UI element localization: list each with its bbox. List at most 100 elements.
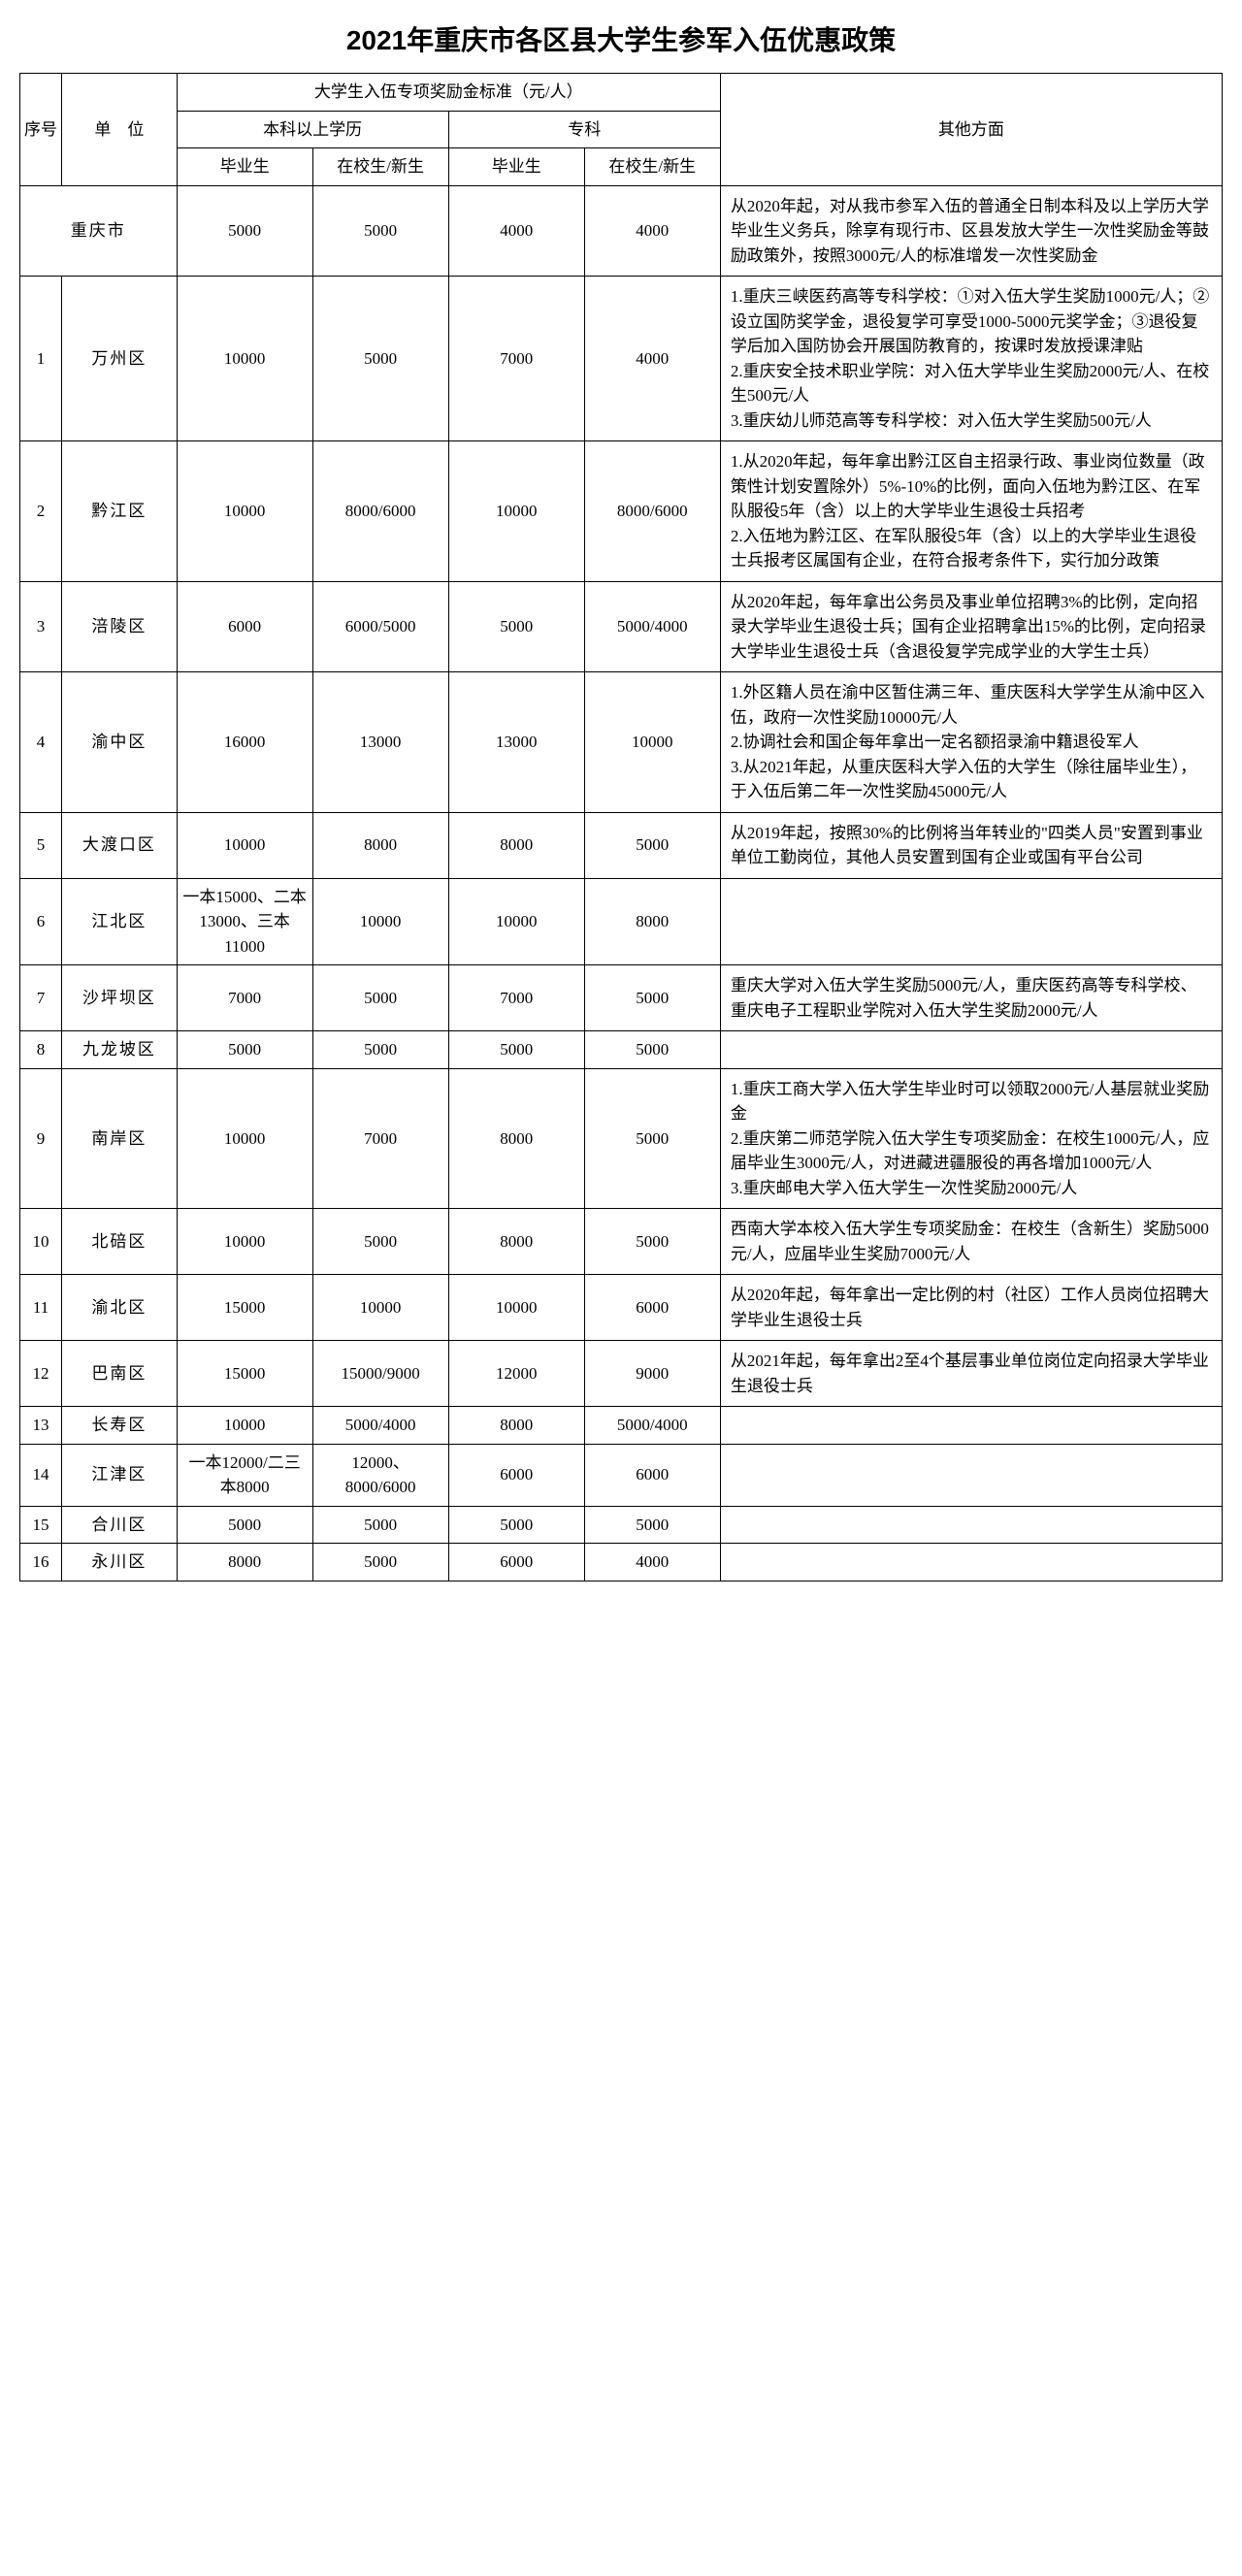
cell-seq: 12	[20, 1341, 62, 1407]
cell-other	[720, 1544, 1222, 1581]
cell-other: 从2019年起，按照30%的比例将当年转业的"四类人员"安置到事业单位工勤岗位，…	[720, 812, 1222, 878]
cell-value: 5000	[312, 1544, 448, 1581]
cell-seq: 11	[20, 1275, 62, 1341]
cell-value: 12000、8000/6000	[312, 1444, 448, 1506]
cell-value: 5000	[312, 1506, 448, 1544]
cell-value: 5000	[584, 1506, 720, 1544]
cell-value: 8000/6000	[312, 441, 448, 582]
table-row: 9南岸区100007000800050001.重庆工商大学入伍大学生毕业时可以领…	[20, 1068, 1223, 1209]
cell-unit: 九龙坡区	[62, 1031, 178, 1069]
cell-value: 6000/5000	[312, 581, 448, 672]
cell-value: 10000	[448, 441, 584, 582]
cell-value: 7000	[177, 965, 312, 1031]
header-bonus-group: 大学生入伍专项奖励金标准（元/人）	[177, 74, 720, 112]
cell-value: 5000/4000	[584, 1407, 720, 1445]
cell-value: 10000	[177, 277, 312, 441]
cell-value: 8000	[584, 878, 720, 965]
table-row: 8九龙坡区5000500050005000	[20, 1031, 1223, 1069]
cell-value: 7000	[312, 1068, 448, 1209]
cell-seq: 1	[20, 277, 62, 441]
cell-value: 10000	[177, 1209, 312, 1275]
cell-other	[720, 1444, 1222, 1506]
cell-seq: 2	[20, 441, 62, 582]
cell-other: 1.重庆工商大学入伍大学生毕业时可以领取2000元/人基层就业奖励金2.重庆第二…	[720, 1068, 1222, 1209]
header-junior-group: 专科	[448, 111, 720, 148]
cell-other: 1.重庆三峡医药高等专科学校：①对入伍大学生奖励1000元/人；②设立国防奖学金…	[720, 277, 1222, 441]
cell-value: 5000	[448, 1506, 584, 1544]
cell-value: 15000/9000	[312, 1341, 448, 1407]
cell-value: 12000	[448, 1341, 584, 1407]
cell-unit: 沙坪坝区	[62, 965, 178, 1031]
table-row: 4渝中区160001300013000100001.外区籍人员在渝中区暂住满三年…	[20, 672, 1223, 813]
cell-value: 8000/6000	[584, 441, 720, 582]
header-b-stu: 在校生/新生	[312, 148, 448, 186]
cell-other: 从2021年起，每年拿出2至4个基层事业单位岗位定向招录大学毕业生退役士兵	[720, 1341, 1222, 1407]
cell-value: 4000	[584, 1544, 720, 1581]
cell-value: 6000	[584, 1444, 720, 1506]
header-other: 其他方面	[720, 74, 1222, 186]
cell-value: 15000	[177, 1341, 312, 1407]
cell-value: 4000	[448, 185, 584, 277]
table-row: 15合川区5000500050005000	[20, 1506, 1223, 1544]
cell-unit: 渝中区	[62, 672, 178, 813]
cell-unit: 江津区	[62, 1444, 178, 1506]
cell-value: 8000	[448, 812, 584, 878]
table-row: 6江北区一本15000、二本13000、三本110001000010000800…	[20, 878, 1223, 965]
cell-seq: 14	[20, 1444, 62, 1506]
cell-unit: 黔江区	[62, 441, 178, 582]
table-row: 13长寿区100005000/400080005000/4000	[20, 1407, 1223, 1445]
table-row: 7沙坪坝区7000500070005000重庆大学对入伍大学生奖励5000元/人…	[20, 965, 1223, 1031]
cell-other	[720, 878, 1222, 965]
cell-value: 8000	[177, 1544, 312, 1581]
cell-seq: 6	[20, 878, 62, 965]
header-bachelor-group: 本科以上学历	[177, 111, 448, 148]
cell-value: 5000	[584, 1031, 720, 1069]
cell-other	[720, 1506, 1222, 1544]
cell-value: 8000	[448, 1407, 584, 1445]
cell-value: 5000	[584, 1068, 720, 1209]
cell-value: 10000	[177, 1068, 312, 1209]
cell-unit: 永川区	[62, 1544, 178, 1581]
cell-value: 4000	[584, 277, 720, 441]
cell-unit: 大渡口区	[62, 812, 178, 878]
cell-value: 4000	[584, 185, 720, 277]
cell-value: 10000	[312, 878, 448, 965]
cell-unit: 万州区	[62, 277, 178, 441]
cell-value: 8000	[312, 812, 448, 878]
cell-value: 9000	[584, 1341, 720, 1407]
cell-seq: 4	[20, 672, 62, 813]
cell-value: 5000	[312, 965, 448, 1031]
cell-other: 1.从2020年起，每年拿出黔江区自主招录行政、事业岗位数量（政策性计划安置除外…	[720, 441, 1222, 582]
cell-value: 5000	[448, 581, 584, 672]
cell-value: 5000/4000	[312, 1407, 448, 1445]
cell-value: 10000	[448, 878, 584, 965]
table-row: 1万州区100005000700040001.重庆三峡医药高等专科学校：①对入伍…	[20, 277, 1223, 441]
cell-unit: 巴南区	[62, 1341, 178, 1407]
table-row: 3涪陵区60006000/500050005000/4000从2020年起，每年…	[20, 581, 1223, 672]
cell-seq: 5	[20, 812, 62, 878]
header-j-stu: 在校生/新生	[584, 148, 720, 186]
policy-table: 序号 单 位 大学生入伍专项奖励金标准（元/人） 其他方面 本科以上学历 专科 …	[19, 73, 1223, 1581]
cell-other: 1.外区籍人员在渝中区暂住满三年、重庆医科大学学生从渝中区入伍，政府一次性奖励1…	[720, 672, 1222, 813]
cell-value: 5000	[584, 812, 720, 878]
cell-value: 7000	[448, 277, 584, 441]
page-title: 2021年重庆市各区县大学生参军入伍优惠政策	[19, 19, 1223, 58]
cell-seq: 15	[20, 1506, 62, 1544]
cell-value: 5000	[584, 1209, 720, 1275]
cell-seq: 16	[20, 1544, 62, 1581]
table-row: 5大渡口区10000800080005000从2019年起，按照30%的比例将当…	[20, 812, 1223, 878]
cell-value: 13000	[312, 672, 448, 813]
cell-seq: 9	[20, 1068, 62, 1209]
cell-value: 10000	[177, 812, 312, 878]
cell-seq: 10	[20, 1209, 62, 1275]
table-row: 10北碚区10000500080005000西南大学本校入伍大学生专项奖励金：在…	[20, 1209, 1223, 1275]
header-seq: 序号	[20, 74, 62, 186]
cell-seq: 13	[20, 1407, 62, 1445]
cell-value: 6000	[177, 581, 312, 672]
cell-unit: 北碚区	[62, 1209, 178, 1275]
cell-value: 6000	[584, 1275, 720, 1341]
cell-other: 从2020年起，每年拿出一定比例的村（社区）工作人员岗位招聘大学毕业生退役士兵	[720, 1275, 1222, 1341]
header-unit: 单 位	[62, 74, 178, 186]
cell-unit: 合川区	[62, 1506, 178, 1544]
cell-value: 5000	[312, 185, 448, 277]
